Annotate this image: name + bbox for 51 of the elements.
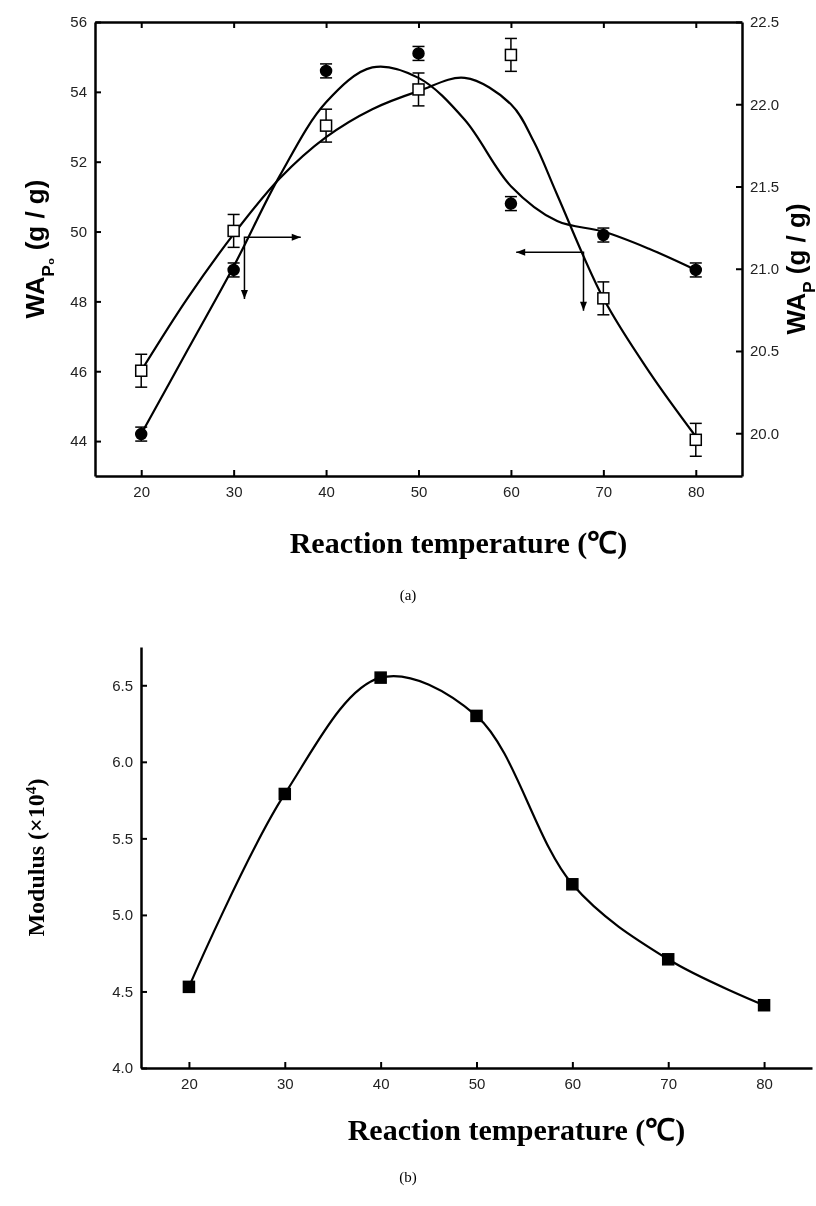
y-tick-label: 4.0 — [112, 1059, 133, 1077]
x-tick-label: 40 — [318, 482, 335, 500]
point — [319, 119, 333, 132]
y-tick-label: 50 — [70, 222, 87, 240]
x-tick-label: 80 — [756, 1074, 773, 1092]
x-axis-title: Reaction temperature (℃) — [289, 526, 628, 560]
point — [566, 878, 579, 891]
x-tick-label: 20 — [133, 482, 151, 500]
x-tick-label: 20 — [181, 1074, 198, 1092]
x-tick-label: 30 — [225, 482, 243, 500]
y-tick-label: 4.5 — [112, 982, 133, 1000]
y-tick-label: 5.5 — [112, 829, 133, 847]
y-tick-label: 6.0 — [112, 753, 133, 771]
x-tick-label: 70 — [595, 482, 613, 500]
y2-tick-label: 21.0 — [750, 260, 780, 278]
text: (b) — [399, 1169, 417, 1186]
point — [227, 224, 240, 238]
y2-tick-label: 21.5 — [750, 177, 780, 195]
y-tick-label: 48 — [70, 292, 87, 310]
point — [374, 671, 387, 684]
x-tick-label: 40 — [372, 1074, 390, 1092]
text: (a) — [399, 587, 417, 604]
y2-tick-label: 22.5 — [750, 13, 780, 31]
y2-tick-label: 20.0 — [750, 424, 780, 442]
y-tick-label: 56 — [70, 13, 87, 31]
point — [182, 980, 196, 994]
x-tick-label: 60 — [503, 482, 520, 500]
point — [661, 953, 675, 966]
point — [757, 998, 771, 1012]
x-tick-label: 50 — [410, 482, 428, 500]
y-tick-label: 44 — [70, 432, 87, 450]
y2-tick-label: 20.5 — [750, 342, 780, 360]
x-tick-label: 70 — [660, 1074, 678, 1092]
point — [134, 364, 148, 377]
point — [278, 787, 292, 801]
x-tick-label: 30 — [276, 1074, 294, 1092]
y-tick-label: 46 — [70, 362, 87, 380]
x-axis-title: Reaction temperature (℃) — [347, 1113, 686, 1147]
y-tick-label: 54 — [70, 83, 87, 101]
point — [597, 292, 610, 305]
x-tick-label: 60 — [564, 1074, 582, 1092]
point — [412, 83, 425, 96]
y2-tick-label: 22.0 — [750, 95, 780, 113]
point — [504, 48, 518, 62]
y-tick-label: 6.5 — [112, 676, 133, 694]
point — [470, 709, 483, 723]
x-tick-label: 80 — [687, 482, 705, 500]
y-tick-label: 5.0 — [112, 906, 133, 924]
point — [689, 433, 703, 447]
y-tick-label: 52 — [70, 152, 87, 170]
x-tick-label: 50 — [468, 1074, 486, 1092]
